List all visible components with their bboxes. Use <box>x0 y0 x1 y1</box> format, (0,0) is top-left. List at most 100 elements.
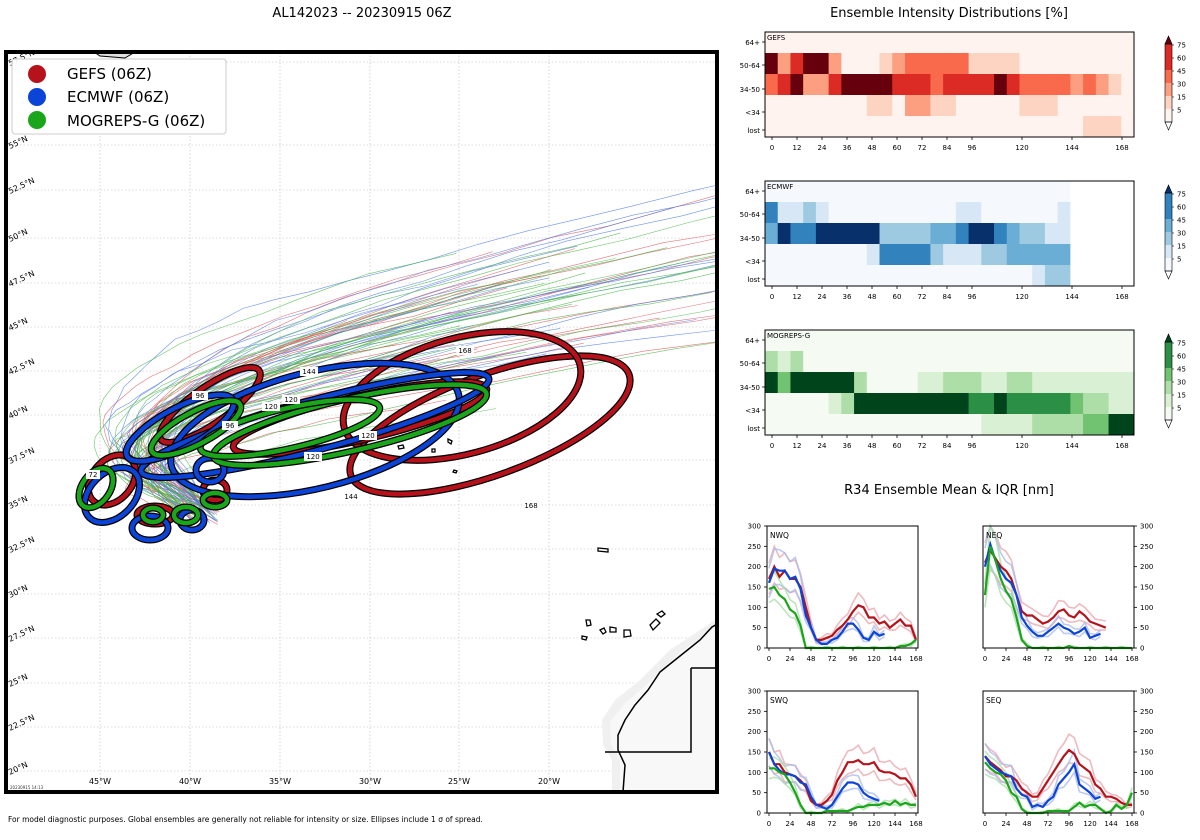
heatmap-cell <box>1057 95 1071 117</box>
heatmap-cell <box>803 351 817 373</box>
heatmap-x-tick: 96 <box>968 442 977 450</box>
label-gefs-168a: 168 <box>458 347 471 355</box>
heatmap-cell <box>815 223 830 245</box>
heatmap-cell <box>994 265 1008 287</box>
heatmap-cell <box>1070 244 1084 266</box>
heatmap-x-tick: 84 <box>943 144 952 152</box>
heatmap-cell <box>1019 223 1033 245</box>
heatmap-cell <box>994 244 1008 266</box>
heatmap-cell <box>854 116 868 138</box>
label-mogreps-120b: 120 <box>284 396 297 404</box>
r34-y-tick: 50 <box>752 624 761 632</box>
heatmap-x-tick: 96 <box>968 144 977 152</box>
heatmap-cell <box>854 74 868 96</box>
heatmap-cell <box>879 53 893 75</box>
heatmap-cell <box>1095 53 1110 75</box>
heatmap-cell <box>930 53 944 75</box>
heatmap-cell <box>879 74 893 96</box>
heatmap-cell <box>1019 265 1033 287</box>
heatmap-cell <box>1019 74 1033 96</box>
heatmap-cell <box>968 372 982 394</box>
heatmap-cell <box>1044 53 1059 75</box>
heatmap-cell <box>904 372 919 394</box>
heatmap-cell <box>1057 202 1071 224</box>
legend-ecmwf-label: ECMWF (06Z) <box>67 88 169 106</box>
heatmap-cell <box>803 181 817 203</box>
r34-panel-nwq: NWQ 0 24 48 72 96 120 144 168 0 50 100 150 200 250 300 <box>748 523 923 664</box>
heatmap-cell <box>1057 414 1071 436</box>
heatmap-cell <box>765 351 779 373</box>
colorbar-tick: 45 <box>1177 366 1186 374</box>
heatmap-cell <box>955 414 970 436</box>
heatmap-x-tick: 0 <box>770 442 774 450</box>
heatmap-cell <box>917 223 931 245</box>
heatmap-cell <box>892 244 906 266</box>
heatmap-cell <box>930 32 944 54</box>
heatmap-cell <box>1095 32 1110 54</box>
label-ecmwf-120: 120 <box>306 453 319 461</box>
heatmap-cell <box>1121 393 1135 415</box>
heatmap-cell <box>981 330 995 352</box>
heatmap-cell <box>803 95 817 117</box>
heatmap-cell <box>955 393 970 415</box>
heatmap-cell <box>968 116 982 138</box>
heatmap-cell <box>777 393 791 415</box>
heatmap-cell <box>1121 95 1135 117</box>
r34-x-tick: 168 <box>909 820 922 828</box>
heatmap-cell <box>841 393 855 415</box>
r34-x-tick: 48 <box>807 655 816 663</box>
heatmap-cell <box>1006 265 1020 287</box>
heatmap-cell <box>841 223 855 245</box>
r34-x-tick: 72 <box>1044 820 1053 828</box>
heatmap-cell <box>917 351 931 373</box>
label-mogreps-96: 96 <box>226 422 235 430</box>
colorbar-tick: 60 <box>1177 204 1186 212</box>
colorbar-tick: 45 <box>1177 217 1186 225</box>
r34-iqr-line <box>984 523 1102 636</box>
intensity-heatmaps: GEFS 64+ 50-64 34-50 <34 lost 0 12 24 36 48 60 72 84 9… <box>740 31 1186 450</box>
heatmap-cell <box>1057 244 1071 266</box>
heatmap-cell <box>994 202 1008 224</box>
heatmap-cell <box>879 116 893 138</box>
heatmap-cell <box>994 181 1008 203</box>
intensity-title: Ensemble Intensity Distributions [%] <box>830 6 1068 21</box>
heatmap-cell <box>955 223 970 245</box>
colorbar-segment <box>1165 232 1172 246</box>
heatmap-cell <box>1032 95 1046 117</box>
heatmap-cell <box>1070 74 1084 96</box>
colorbar-segment <box>1165 355 1172 369</box>
colorbar-tick: 60 <box>1177 353 1186 361</box>
heatmap-cell <box>790 244 804 266</box>
heatmap-cell <box>955 265 970 287</box>
heatmap-cell <box>955 181 970 203</box>
heatmap-x-tick: 72 <box>918 293 927 301</box>
heatmap-cell <box>828 53 842 75</box>
heatmap-cell <box>892 32 906 54</box>
heatmap-cell <box>892 95 906 117</box>
heatmap-cell <box>1083 393 1097 415</box>
heatmap-x-tick: 72 <box>918 442 927 450</box>
r34-x-tick: 72 <box>828 655 837 663</box>
heatmap-cell <box>930 74 944 96</box>
heatmap-cell <box>866 330 881 352</box>
heatmap-cell <box>994 351 1008 373</box>
heatmap-cell <box>1108 202 1122 224</box>
heatmap-cell <box>854 181 868 203</box>
heatmap-cell <box>968 95 982 117</box>
r34-y-tick: 250 <box>1140 543 1153 551</box>
heatmap-cell <box>866 393 881 415</box>
heatmap-cell <box>968 265 982 287</box>
heatmap-cell <box>1121 202 1135 224</box>
r34-frame <box>982 525 1135 649</box>
colorbar-segment <box>1165 368 1172 382</box>
heatmap-cell <box>765 393 779 415</box>
r34-mean-ecmwf <box>983 540 1101 640</box>
heatmap-cell <box>790 74 804 96</box>
heatmap-cell <box>930 351 944 373</box>
heatmap-cell <box>981 393 995 415</box>
heatmap-cell <box>917 265 931 287</box>
heatmap-cell <box>1032 53 1046 75</box>
heatmap-cell <box>879 244 893 266</box>
heatmap-cell <box>892 53 906 75</box>
heatmap-cell <box>1032 265 1046 287</box>
